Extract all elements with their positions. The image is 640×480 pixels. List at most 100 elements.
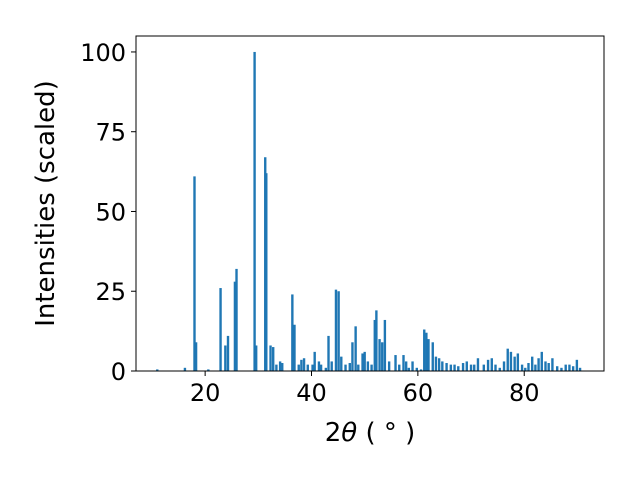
bar	[398, 364, 401, 371]
bar	[465, 361, 468, 371]
y-tick-label: 100	[80, 39, 126, 67]
bar	[387, 361, 391, 371]
bar	[520, 364, 524, 371]
bar	[482, 364, 485, 371]
bar	[370, 364, 373, 371]
bar	[224, 345, 227, 371]
bar	[253, 51, 256, 371]
bar	[449, 364, 453, 371]
y-tick-label: 75	[95, 119, 126, 147]
bar	[361, 353, 364, 371]
bar	[427, 339, 430, 371]
bar	[402, 355, 405, 371]
bar	[183, 367, 187, 371]
bar	[457, 366, 460, 371]
bar	[498, 367, 501, 371]
bar	[383, 319, 387, 371]
bar	[473, 364, 476, 371]
bar	[407, 367, 411, 371]
bar	[351, 342, 354, 371]
x-tick-label: 60	[403, 379, 434, 407]
bar	[575, 359, 579, 371]
bar	[226, 335, 230, 371]
bar	[366, 361, 370, 371]
bar	[311, 364, 314, 371]
bar	[272, 347, 275, 371]
bar	[337, 291, 340, 371]
bar	[571, 366, 575, 371]
y-tick-label: 50	[95, 198, 126, 226]
bar	[375, 310, 378, 371]
y-tick-label: 0	[111, 358, 126, 386]
bar	[354, 326, 357, 371]
bar	[415, 367, 418, 371]
bar	[300, 359, 303, 371]
bar	[297, 364, 300, 371]
x-tick-label: 40	[296, 379, 327, 407]
bar	[502, 361, 506, 371]
bar	[235, 268, 238, 371]
bar	[469, 364, 473, 371]
bar	[434, 356, 438, 371]
bar	[378, 339, 381, 371]
bar	[269, 345, 272, 371]
bar	[334, 289, 338, 371]
bar	[265, 173, 268, 371]
bar	[494, 364, 497, 371]
bar	[437, 358, 441, 371]
bar	[363, 351, 366, 371]
y-axis-label: Intensities (scaled)	[31, 80, 61, 327]
bar	[441, 361, 444, 371]
bar	[544, 361, 547, 371]
bar	[254, 345, 258, 371]
bar	[513, 356, 516, 371]
bar	[156, 369, 159, 371]
x-tick-label: 20	[190, 379, 221, 407]
bar	[564, 364, 567, 371]
x-ticks: 20 40 60 80	[190, 371, 540, 407]
bar	[324, 367, 328, 371]
bar	[490, 358, 493, 371]
bar	[219, 288, 222, 371]
bar	[281, 363, 284, 371]
x-axis-label: 2θ ( ° )	[325, 418, 416, 448]
bar	[556, 366, 559, 371]
x-axis-label-symbol: θ	[341, 418, 357, 448]
bar	[537, 358, 540, 371]
bar	[531, 356, 534, 371]
bar	[461, 363, 465, 371]
bar	[348, 363, 351, 371]
bar	[317, 361, 321, 371]
bar	[578, 367, 582, 371]
bar	[233, 281, 237, 371]
bar	[340, 356, 343, 371]
bar	[527, 363, 530, 371]
bar	[540, 351, 543, 371]
bar	[534, 364, 537, 371]
bar	[506, 348, 509, 371]
bar	[278, 361, 282, 371]
bar	[551, 358, 554, 371]
bar	[291, 294, 294, 371]
bar	[357, 364, 360, 371]
bar	[275, 364, 278, 371]
plot-frame	[135, 35, 605, 372]
bar	[313, 351, 316, 371]
bar	[344, 364, 347, 371]
bar	[445, 363, 448, 371]
bar	[560, 367, 563, 371]
bar	[404, 361, 408, 371]
bar	[431, 342, 434, 371]
bar	[486, 359, 490, 371]
bar	[419, 369, 423, 371]
x-axis-label-unit: ( ° )	[357, 418, 415, 448]
bar	[319, 364, 323, 371]
bar	[509, 351, 513, 371]
bar	[568, 364, 571, 371]
bar	[193, 176, 196, 371]
bar	[425, 332, 428, 371]
bar	[327, 335, 330, 371]
bar	[194, 342, 198, 371]
x-tick-label: 80	[509, 379, 540, 407]
